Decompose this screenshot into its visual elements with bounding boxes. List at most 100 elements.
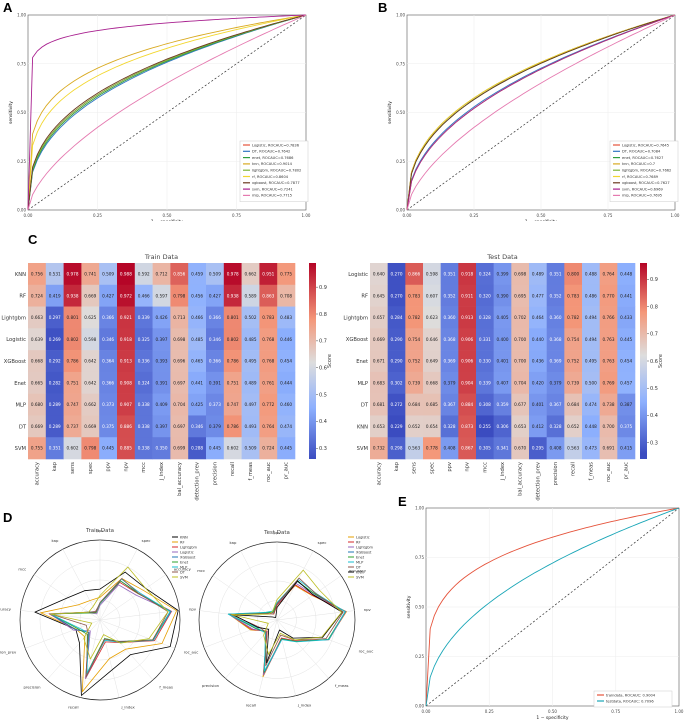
heatmap-cell [582, 371, 600, 394]
heatmap-cell-value: 0.747 [67, 402, 79, 407]
roc-curve-svm [406, 14, 676, 211]
heatmap-cell [241, 306, 260, 329]
heatmap-cell [28, 350, 47, 373]
heatmap-cell [206, 371, 225, 394]
heatmap-cell-value: 0.798 [173, 293, 185, 298]
heatmap-cell [423, 437, 441, 460]
heatmap-cell [81, 350, 100, 373]
radar-series-RF [40, 578, 177, 693]
heatmap-cell-value: 0.375 [620, 424, 632, 429]
heatmap-cell [188, 306, 207, 329]
heatmap-col-label: f_meas [588, 462, 594, 481]
heatmap-cell-value: 0.906 [461, 337, 473, 342]
x-axis-label: 1 − specificity [151, 219, 184, 221]
heatmap-cell [511, 393, 530, 416]
heatmap-cell-value: 0.653 [514, 424, 526, 429]
colorbar-tick-label: 0.9 [650, 277, 658, 283]
heatmap-cell [564, 284, 583, 307]
heatmap-col-label: detection_prev [195, 462, 201, 501]
heatmap-cell-value: 0.913 [461, 315, 473, 320]
heatmap-cell-value: 0.405 [497, 315, 509, 320]
radar-spoke [276, 619, 329, 679]
heatmap-cell [511, 415, 530, 438]
heatmap-cell [405, 393, 424, 416]
radar-legend-label-MLP: MLP [180, 565, 188, 569]
heatmap-cell [582, 306, 600, 329]
heatmap-cell [405, 437, 424, 460]
colorbar-label: Score [327, 354, 333, 368]
heatmap-cell [223, 371, 242, 394]
heatmap-cell-value: 0.988 [120, 271, 132, 276]
x-axis-label: 1 − specificity [536, 715, 569, 721]
heatmap-cell [259, 306, 278, 329]
heatmap-cell [440, 284, 459, 307]
heatmap-cell-value: 0.645 [373, 293, 385, 298]
heatmap-cell-value: 0.713 [173, 315, 185, 320]
colorbar-tick-label: 0.7 [319, 339, 327, 345]
heatmap-cell-value: 0.420 [532, 380, 544, 385]
heatmap-cell [170, 437, 189, 460]
heatmap-cell-value: 0.663 [31, 315, 43, 320]
heatmap-row-label: Enet [356, 359, 368, 365]
heatmap-col-label: mcc [141, 462, 147, 473]
heatmap-cell-value: 0.426 [156, 315, 168, 320]
radar-axis-label: ppv [96, 528, 104, 533]
heatmap-cell [387, 263, 406, 286]
heatmap-cell-value: 0.752 [567, 359, 579, 364]
heatmap-cell [81, 306, 100, 329]
heatmap-cell-value: 0.738 [603, 402, 615, 407]
heatmap-cell-value: 0.589 [245, 293, 257, 298]
heatmap-cell [99, 393, 118, 416]
heatmap-cell [546, 306, 565, 329]
heatmap-cell [223, 328, 242, 351]
heatmap-cell [511, 328, 530, 351]
radar-axis-label: spec [142, 538, 151, 543]
roc-curve-xgboost [406, 14, 676, 211]
heatmap-cell-value: 0.669 [84, 424, 96, 429]
heatmap-cell [188, 371, 207, 394]
heatmap-col-label: roc_auc [606, 462, 612, 482]
heatmap-title: Train Data [144, 253, 178, 261]
heatmap-cell [370, 328, 388, 351]
heatmap-cell [546, 393, 565, 416]
radar-axis-label: j_index [297, 702, 312, 707]
heatmap-col-label: spec [88, 462, 94, 474]
heatmap-cell [476, 328, 494, 351]
heatmap-cell-value: 0.454 [620, 359, 632, 364]
legend-label-knn: knn, ROCAUC=0.7 [622, 162, 655, 166]
heatmap-col-label: accuracy [34, 462, 40, 485]
heatmap-cell-value: 0.412 [532, 424, 544, 429]
heatmap-cell-value: 0.668 [31, 359, 43, 364]
heatmap-cell [458, 306, 477, 329]
radar-spoke [276, 619, 296, 696]
heatmap-cell-value: 0.768 [262, 359, 274, 364]
heatmap-cell-value: 0.436 [532, 359, 544, 364]
heatmap-cell-value: 0.415 [620, 446, 632, 451]
heatmap-cell-value: 0.802 [227, 337, 239, 342]
heatmap-col-label: ppv [106, 462, 112, 472]
x-tick-label: 1.00 [675, 709, 684, 714]
radar-spoke [99, 610, 180, 621]
heatmap-cell-value: 0.739 [567, 380, 579, 385]
heatmap-cell-value: 0.483 [280, 315, 292, 320]
heatmap-cell-value: 0.477 [532, 293, 544, 298]
heatmap-cell-value: 0.369 [550, 359, 562, 364]
heatmap-cell [493, 328, 512, 351]
radar-axis-label: detection_prev [195, 648, 196, 653]
y-tick-label: 0.00 [396, 208, 405, 213]
heatmap-cell [405, 415, 424, 438]
heatmap-cell-value: 0.654 [426, 424, 438, 429]
x-tick-label: 0.00 [24, 213, 33, 218]
heatmap-cell [152, 393, 171, 416]
legend-label-Logistic: Logistic, ROCAUC=0.7836 [252, 143, 300, 147]
heatmap-cell [152, 328, 171, 351]
heatmap-row-label: DT [361, 403, 369, 409]
heatmap-col-label: detection_prev [535, 462, 541, 501]
heatmap-cell [476, 350, 494, 373]
heatmap-cell [582, 393, 600, 416]
heatmap-cell-value: 0.488 [585, 271, 597, 276]
legend-label-rf: rf, ROCAUC=0.8604 [252, 175, 289, 179]
radar-spoke [258, 619, 278, 696]
heatmap-cell [259, 393, 278, 416]
